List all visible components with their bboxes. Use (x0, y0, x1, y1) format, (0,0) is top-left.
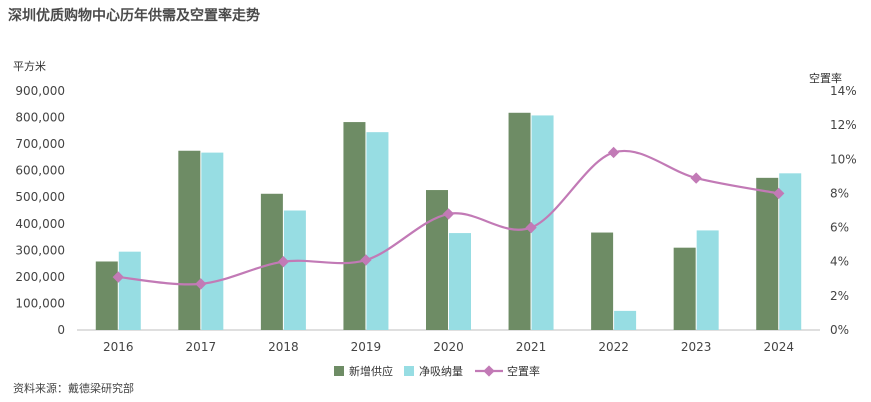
x-tick-label: 2020 (433, 340, 464, 354)
y2-tick-label: 0% (830, 323, 849, 337)
y-tick-label: 700,000 (15, 137, 65, 151)
vacancy-point-2023 (690, 172, 702, 184)
vacancy-point-2024 (773, 187, 785, 200)
y-axis-label: 平方米 (13, 59, 46, 73)
vacancy-point-2019 (360, 254, 372, 266)
vacancy-point-2018 (277, 256, 290, 268)
y-tick-label: 900,000 (15, 84, 65, 98)
legend-label-vacancy: 空置率 (507, 364, 540, 378)
y2-axis-label: 空置率 (809, 71, 842, 85)
x-tick-label: 2022 (598, 340, 629, 354)
x-tick-label: 2016 (103, 340, 134, 354)
bar-absorption-2022 (614, 310, 637, 330)
y-tick-label: 500,000 (15, 190, 65, 204)
x-tick-label: 2018 (268, 340, 299, 354)
vacancy-point-2020 (442, 208, 455, 220)
bar-absorption-2016 (118, 251, 141, 330)
bar-absorption-2023 (696, 230, 719, 330)
y2-tick-label: 12% (830, 118, 857, 132)
bar-supply-2021 (508, 112, 531, 330)
vacancy-point-2021 (525, 221, 537, 234)
y2-tick-label: 10% (830, 152, 857, 166)
bar-supply-2023 (673, 247, 696, 330)
bar-absorption-2021 (531, 115, 554, 330)
bar-absorption-2018 (283, 210, 306, 330)
y2-tick-label: 6% (830, 221, 849, 235)
page-title: 深圳优质购物中心历年供需及空置率走势 (8, 8, 260, 24)
bar-supply-2022 (591, 232, 614, 330)
bar-absorption-2024 (779, 173, 802, 330)
bar-supply-2024 (756, 177, 779, 330)
bar-absorption-2017 (201, 152, 224, 330)
y2-tick-label: 2% (830, 289, 849, 303)
source-note: 资料来源：戴德梁研究部 (13, 382, 134, 395)
y2-tick-label: 14% (830, 84, 857, 98)
bar-absorption-2019 (366, 132, 389, 330)
bar-supply-2018 (260, 193, 283, 330)
x-tick-label: 2017 (186, 340, 217, 354)
legend-marker-vacancy (483, 365, 495, 377)
vacancy-point-2022 (607, 146, 620, 159)
y-tick-label: 200,000 (15, 270, 65, 284)
bar-supply-2020 (426, 190, 448, 330)
legend-swatch-absorption (404, 366, 414, 376)
y2-tick-label: 4% (830, 255, 849, 269)
x-tick-label: 2024 (763, 340, 794, 354)
y-tick-label: 400,000 (15, 217, 65, 231)
legend-swatch-supply (334, 366, 344, 376)
legend-label-supply: 新增供应 (349, 364, 393, 378)
x-tick-label: 2023 (681, 340, 712, 354)
y-tick-label: 100,000 (15, 296, 65, 310)
bar-supply-2017 (178, 150, 201, 330)
x-tick-label: 2019 (351, 340, 382, 354)
bar-absorption-2020 (449, 233, 471, 330)
bar-supply-2016 (95, 261, 118, 330)
y2-tick-label: 8% (830, 186, 849, 200)
y-tick-label: 600,000 (15, 164, 65, 178)
y-tick-label: 300,000 (15, 243, 65, 257)
y-tick-label: 800,000 (15, 111, 65, 125)
bar-supply-2019 (343, 122, 366, 330)
vacancy-point-2017 (195, 278, 207, 290)
x-tick-label: 2021 (516, 340, 547, 354)
y-tick-label: 0 (57, 323, 65, 337)
legend-label-absorption: 净吸纳量 (419, 364, 463, 378)
